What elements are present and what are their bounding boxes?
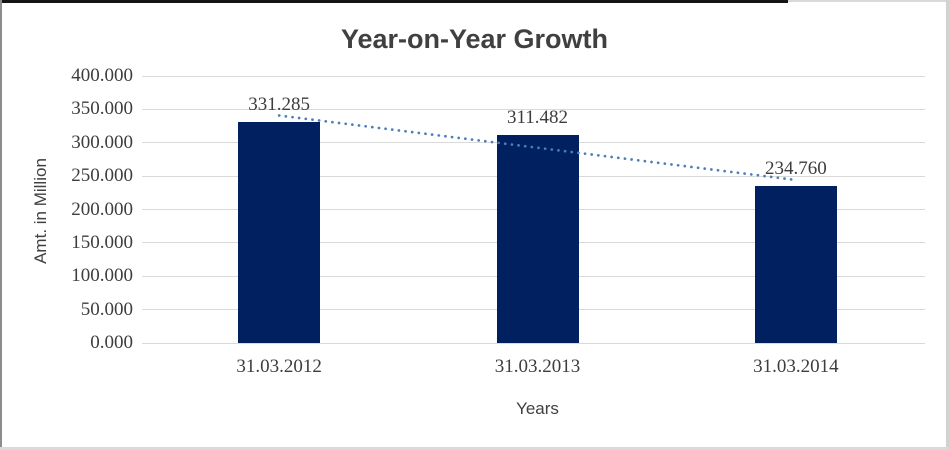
y-tick-label: 350.000 [71,98,133,120]
y-tick-label: 250.000 [71,165,133,187]
y-tick-label: 0.000 [90,332,133,353]
bar-value-label: 331.285 [248,93,311,115]
y-tick-label: 50.000 [80,298,133,320]
gridline [142,75,925,77]
bar-31.03.2014 [754,186,837,343]
frame-top-border-dark [0,0,788,3]
chart-title: Year-on-Year Growth [340,24,609,54]
x-axis-title: Years [516,399,559,418]
bar-value-label: 311.482 [506,107,569,129]
frame-left-border [0,0,2,450]
x-tick-label: 31.03.2014 [753,356,839,377]
y-tick-label: 400.000 [71,65,133,86]
frame-right-border [946,0,949,450]
frame-bottom-border [0,447,949,450]
bar-31.03.2013 [496,135,579,343]
bar-31.03.2012 [238,121,321,343]
gridline [142,342,925,344]
y-tick-label: 200.000 [71,198,133,220]
y-tick-label: 300.000 [71,131,133,153]
gridline [142,108,925,110]
y-tick-label: 150.000 [71,231,133,253]
x-tick-label: 31.03.2012 [236,356,322,377]
bar-value-label: 234.760 [764,158,827,180]
x-tick-label: 31.03.2013 [494,356,581,377]
y-tick-label: 100.000 [71,265,133,287]
